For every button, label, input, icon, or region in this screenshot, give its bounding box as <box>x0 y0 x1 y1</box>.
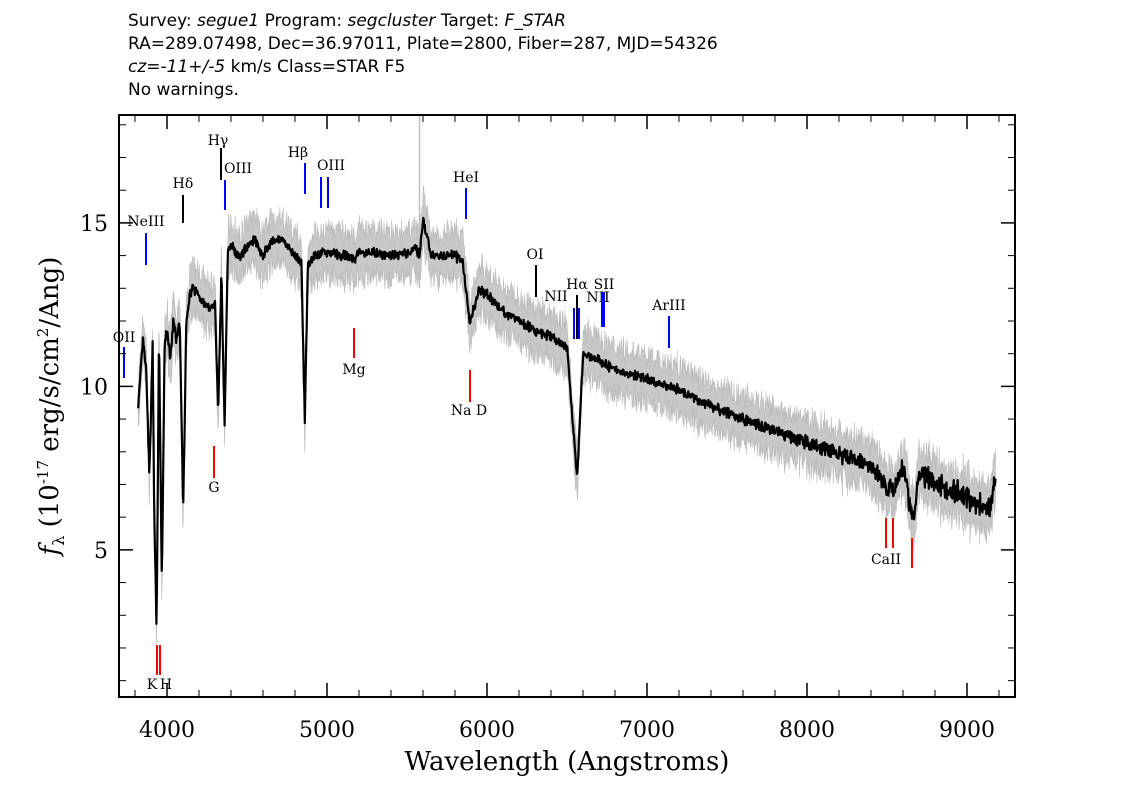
error-envelope <box>137 184 996 645</box>
y-axis-label: fλ (10-17 erg/s/cm2/Ang) <box>34 257 68 558</box>
y-tick-label: 5 <box>94 539 108 564</box>
plot-frame <box>118 114 1016 698</box>
line-marker-label: HeI <box>453 170 479 186</box>
y-tick-label: 10 <box>80 375 108 400</box>
line-marker-label: OII <box>113 330 136 346</box>
flux-series <box>137 216 997 625</box>
class-value: km/s Class=STAR F5 <box>225 57 406 77</box>
survey-value: segue1 <box>197 11 260 31</box>
line-marker-label: H <box>160 677 172 693</box>
line-marker-label: Na D <box>451 403 487 419</box>
x-tick-label: 6000 <box>459 718 515 743</box>
line-marker-label: NII <box>544 289 567 305</box>
line-marker-label: G <box>208 480 219 496</box>
line-marker-label: Mg <box>342 362 365 378</box>
axis-ticks: 4000 5000 6000 7000 8000 9000 5 10 15 <box>80 115 1015 743</box>
cz-value: cz=-11+/-5 <box>128 57 226 77</box>
line-marker-label: CaII <box>871 552 901 568</box>
line-marker-label: Hδ <box>173 176 194 192</box>
flux-error-band <box>137 115 996 645</box>
line-marker-label: NeIII <box>127 214 164 230</box>
line-marker-label: Hα <box>566 277 588 293</box>
line-marker-label: OI <box>526 247 543 263</box>
x-tick-label: 7000 <box>619 718 675 743</box>
line-marker-label: K <box>147 677 158 693</box>
x-tick-label: 4000 <box>139 718 195 743</box>
line-marker-label: OIII <box>317 158 345 174</box>
x-axis-label: Wavelength (Angstroms) <box>405 747 730 777</box>
program-label: Program: <box>264 11 343 31</box>
line-markers: OIINeIIIHδHγOIIIHβOIIIHeIOINIIHαNIISIIAr… <box>113 133 913 693</box>
header-line-coordinates: RA=289.07498, Dec=36.97011, Plate=2800, … <box>128 34 718 54</box>
line-marker-label: Hγ <box>208 133 229 149</box>
target-value: F_STAR <box>504 11 566 31</box>
survey-label: Survey: <box>128 11 192 31</box>
target-label: Target: <box>440 11 500 31</box>
line-marker-label: ArIII <box>651 298 685 314</box>
line-marker-label: Hβ <box>288 145 308 161</box>
header-line-warnings: No warnings. <box>128 80 239 100</box>
y-tick-label: 15 <box>80 212 108 237</box>
header-line-redshift: cz=-11+/-5 km/s Class=STAR F5 <box>128 56 718 79</box>
flux-line <box>137 216 997 625</box>
spectrum-header: Survey: segue1 Program: segcluster Targe… <box>128 10 718 102</box>
line-marker-label: OIII <box>224 161 252 177</box>
program-value: segcluster <box>347 11 436 31</box>
y-axis-label-text: fλ (10-17 erg/s/cm2/Ang) <box>34 257 68 558</box>
x-tick-label: 8000 <box>779 718 835 743</box>
header-line-survey: Survey: segue1 Program: segcluster Targe… <box>128 10 718 33</box>
x-tick-label: 9000 <box>939 718 995 743</box>
line-marker-label: SII <box>594 277 615 293</box>
x-tick-label: 5000 <box>299 718 355 743</box>
